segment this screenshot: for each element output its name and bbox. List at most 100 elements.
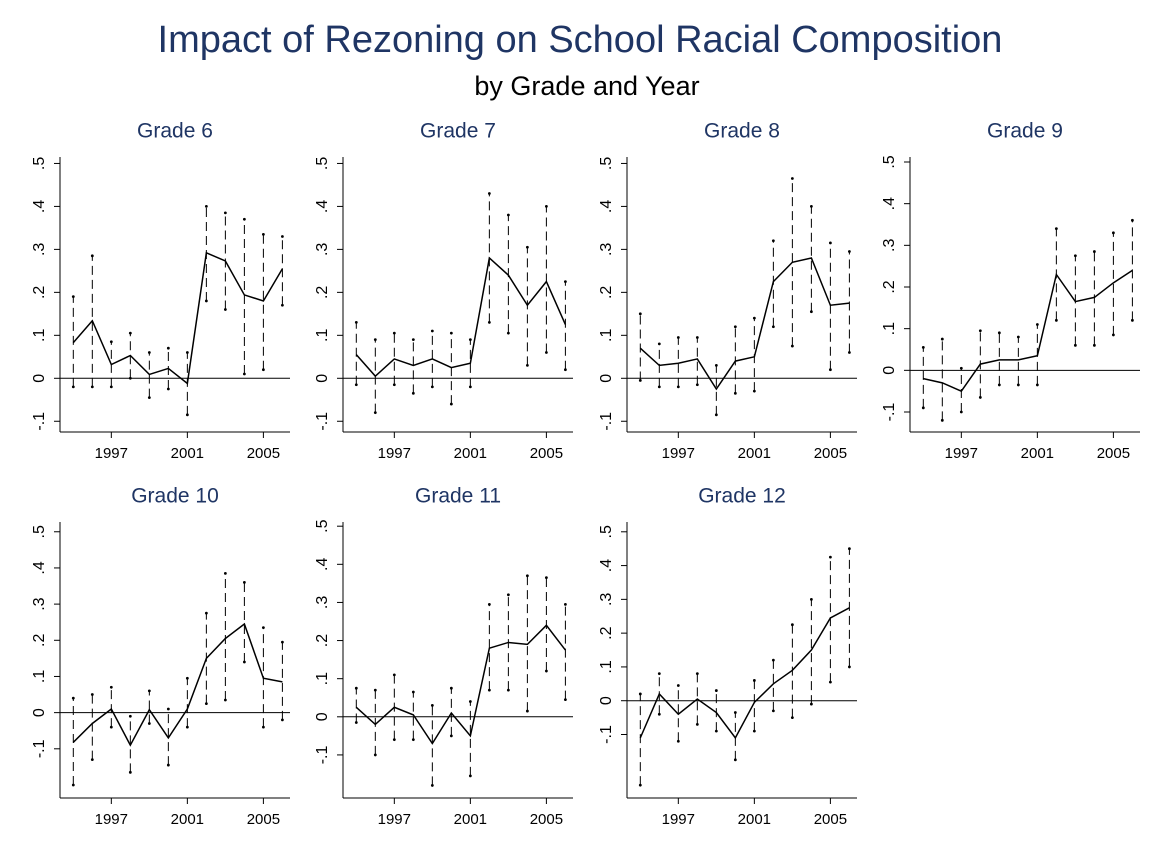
ci-upper-end xyxy=(109,340,113,344)
ci-lower-end xyxy=(525,363,529,367)
ci-lower-end xyxy=(204,299,208,303)
ci-upper-end xyxy=(280,235,284,238)
ci-upper-end xyxy=(525,574,529,578)
ci-upper-end xyxy=(449,331,453,335)
x-tick-label: 2001 xyxy=(738,811,771,828)
ci-upper-end xyxy=(147,689,151,693)
ci-lower-end xyxy=(392,383,396,387)
ci-upper-end xyxy=(771,239,775,243)
ci-upper-end xyxy=(921,346,925,349)
ci-upper-end xyxy=(1130,218,1134,222)
ci-lower-end xyxy=(1016,383,1020,387)
ci-upper-end xyxy=(185,676,189,680)
ci-lower-end xyxy=(921,406,925,410)
ci-upper-end xyxy=(847,547,851,551)
y-tick-label: .5 xyxy=(31,157,48,170)
ci-lower-end xyxy=(487,688,491,692)
x-tick-label: 1997 xyxy=(95,445,128,462)
ci-upper-end xyxy=(392,331,396,335)
line xyxy=(355,256,567,378)
panel-title: Grade 8 xyxy=(704,120,780,143)
ci-lower-end xyxy=(280,303,284,307)
x-tick-label: 2005 xyxy=(247,445,280,462)
ci-upper-end xyxy=(204,611,208,615)
ci-lower-end xyxy=(354,721,358,724)
ci-lower-end xyxy=(752,389,756,393)
ci-upper-end xyxy=(638,312,642,316)
ci-upper-end xyxy=(959,366,963,370)
y-tick-label: .5 xyxy=(598,525,615,538)
x-tick-label: 2005 xyxy=(530,445,563,462)
y-tick-label: -.1 xyxy=(598,412,615,431)
ci-lower-end xyxy=(166,763,170,767)
ci-upper-end xyxy=(261,232,265,236)
x-tick-label: 2005 xyxy=(247,811,280,828)
ci-lower-end xyxy=(430,385,434,389)
ci-lower-end xyxy=(544,351,548,354)
y-tick-label: 0 xyxy=(314,712,331,721)
line xyxy=(639,257,850,391)
ci-upper-end xyxy=(109,685,113,689)
ci-lower-end xyxy=(223,308,227,311)
ci-upper-end xyxy=(997,331,1001,335)
ci-lower-end xyxy=(1073,343,1077,347)
ci-upper-end xyxy=(468,338,472,342)
x-tick-label: 1997 xyxy=(378,445,411,462)
ci-lower-end xyxy=(506,688,510,692)
y-tick-label: -.1 xyxy=(314,745,331,764)
ci-lower-end xyxy=(828,368,832,372)
y-tick-label: .5 xyxy=(598,157,615,170)
ci-lower-end xyxy=(847,351,851,354)
ci-upper-end xyxy=(354,321,358,324)
ci-upper-end xyxy=(1073,254,1077,258)
ci-upper-end xyxy=(166,707,170,711)
y-tick-label: .3 xyxy=(31,243,48,256)
line xyxy=(639,607,850,740)
line xyxy=(72,622,283,747)
ci-lower-end xyxy=(487,321,491,324)
ci-upper-end xyxy=(71,696,75,700)
ci-upper-end xyxy=(487,602,491,606)
ci-upper-end xyxy=(280,640,284,644)
ci-upper-end xyxy=(940,337,944,341)
ci-upper-end xyxy=(71,295,75,299)
ci-upper-end xyxy=(185,351,189,354)
ci-lower-end xyxy=(790,344,794,348)
ci-upper-end xyxy=(204,205,208,208)
x-tick-label: 1997 xyxy=(945,445,978,462)
ci-upper-end xyxy=(223,571,227,575)
ci-upper-end xyxy=(978,329,982,333)
ci-upper-end xyxy=(657,342,661,346)
ci-lower-end xyxy=(638,783,642,787)
y-tick-label: .2 xyxy=(881,280,898,293)
y-tick-label: -.1 xyxy=(314,412,331,431)
y-tick-label: .4 xyxy=(314,200,331,213)
ci-lower-end xyxy=(449,402,453,406)
ci-lower-end xyxy=(525,709,529,713)
ci-lower-end xyxy=(71,783,75,787)
x-tick-label: 2001 xyxy=(1021,445,1054,462)
ci-upper-end xyxy=(411,690,415,694)
y-tick-label: 0 xyxy=(31,708,48,717)
ci-lower-end xyxy=(997,383,1001,387)
x-tick-label: 1997 xyxy=(95,811,128,828)
y-tick-label: .2 xyxy=(314,634,331,647)
ci-lower-end xyxy=(90,758,94,762)
y-tick-label: .5 xyxy=(31,525,48,538)
ci-lower-end xyxy=(657,385,661,389)
ci-lower-end xyxy=(940,418,944,422)
ci-lower-end xyxy=(809,310,813,314)
ci-lower-end xyxy=(1035,383,1039,387)
ci-upper-end xyxy=(544,205,548,208)
y-tick-label: .1 xyxy=(598,660,615,673)
y-tick-label: .3 xyxy=(598,593,615,606)
ci-upper-end xyxy=(771,658,775,662)
ci-lower-end xyxy=(657,712,661,716)
y-tick-label: .3 xyxy=(314,596,331,609)
ci-upper-end xyxy=(392,673,396,677)
ci-lower-end xyxy=(959,410,963,414)
ci-upper-end xyxy=(752,316,756,320)
ci-lower-end xyxy=(109,725,113,729)
y-tick-label: .3 xyxy=(881,239,898,252)
